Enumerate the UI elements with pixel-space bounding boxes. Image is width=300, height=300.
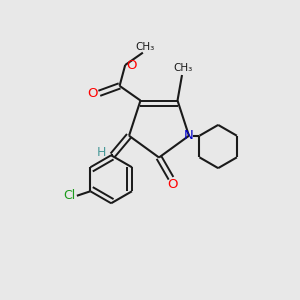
- Text: N: N: [184, 129, 194, 142]
- Text: O: O: [167, 178, 178, 191]
- Text: CH₃: CH₃: [136, 42, 155, 52]
- Text: Cl: Cl: [63, 189, 76, 202]
- Text: O: O: [127, 58, 137, 71]
- Text: H: H: [97, 146, 106, 159]
- Text: O: O: [87, 87, 98, 100]
- Text: CH₃: CH₃: [173, 63, 193, 74]
